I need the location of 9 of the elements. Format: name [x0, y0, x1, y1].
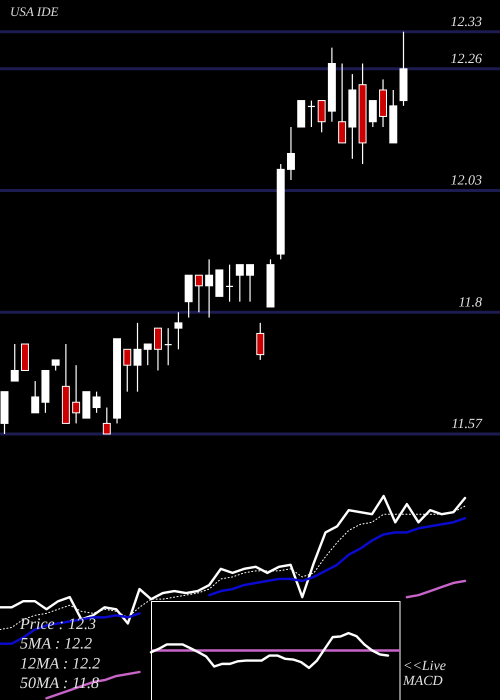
y-tick-label: 11.8	[458, 295, 482, 310]
y-tick-label: 12.26	[450, 52, 482, 67]
chart-title: USA IDE	[10, 4, 59, 19]
y-tick-label: 12.33	[450, 14, 482, 30]
y-tick-label: 11.57	[452, 417, 483, 432]
y-tick-label: 12.03	[450, 174, 482, 189]
annotation: 5MA : 12.2	[20, 636, 92, 653]
annotation: 12MA : 12.2	[20, 655, 100, 672]
annotation: <<Live MACD	[402, 659, 446, 689]
